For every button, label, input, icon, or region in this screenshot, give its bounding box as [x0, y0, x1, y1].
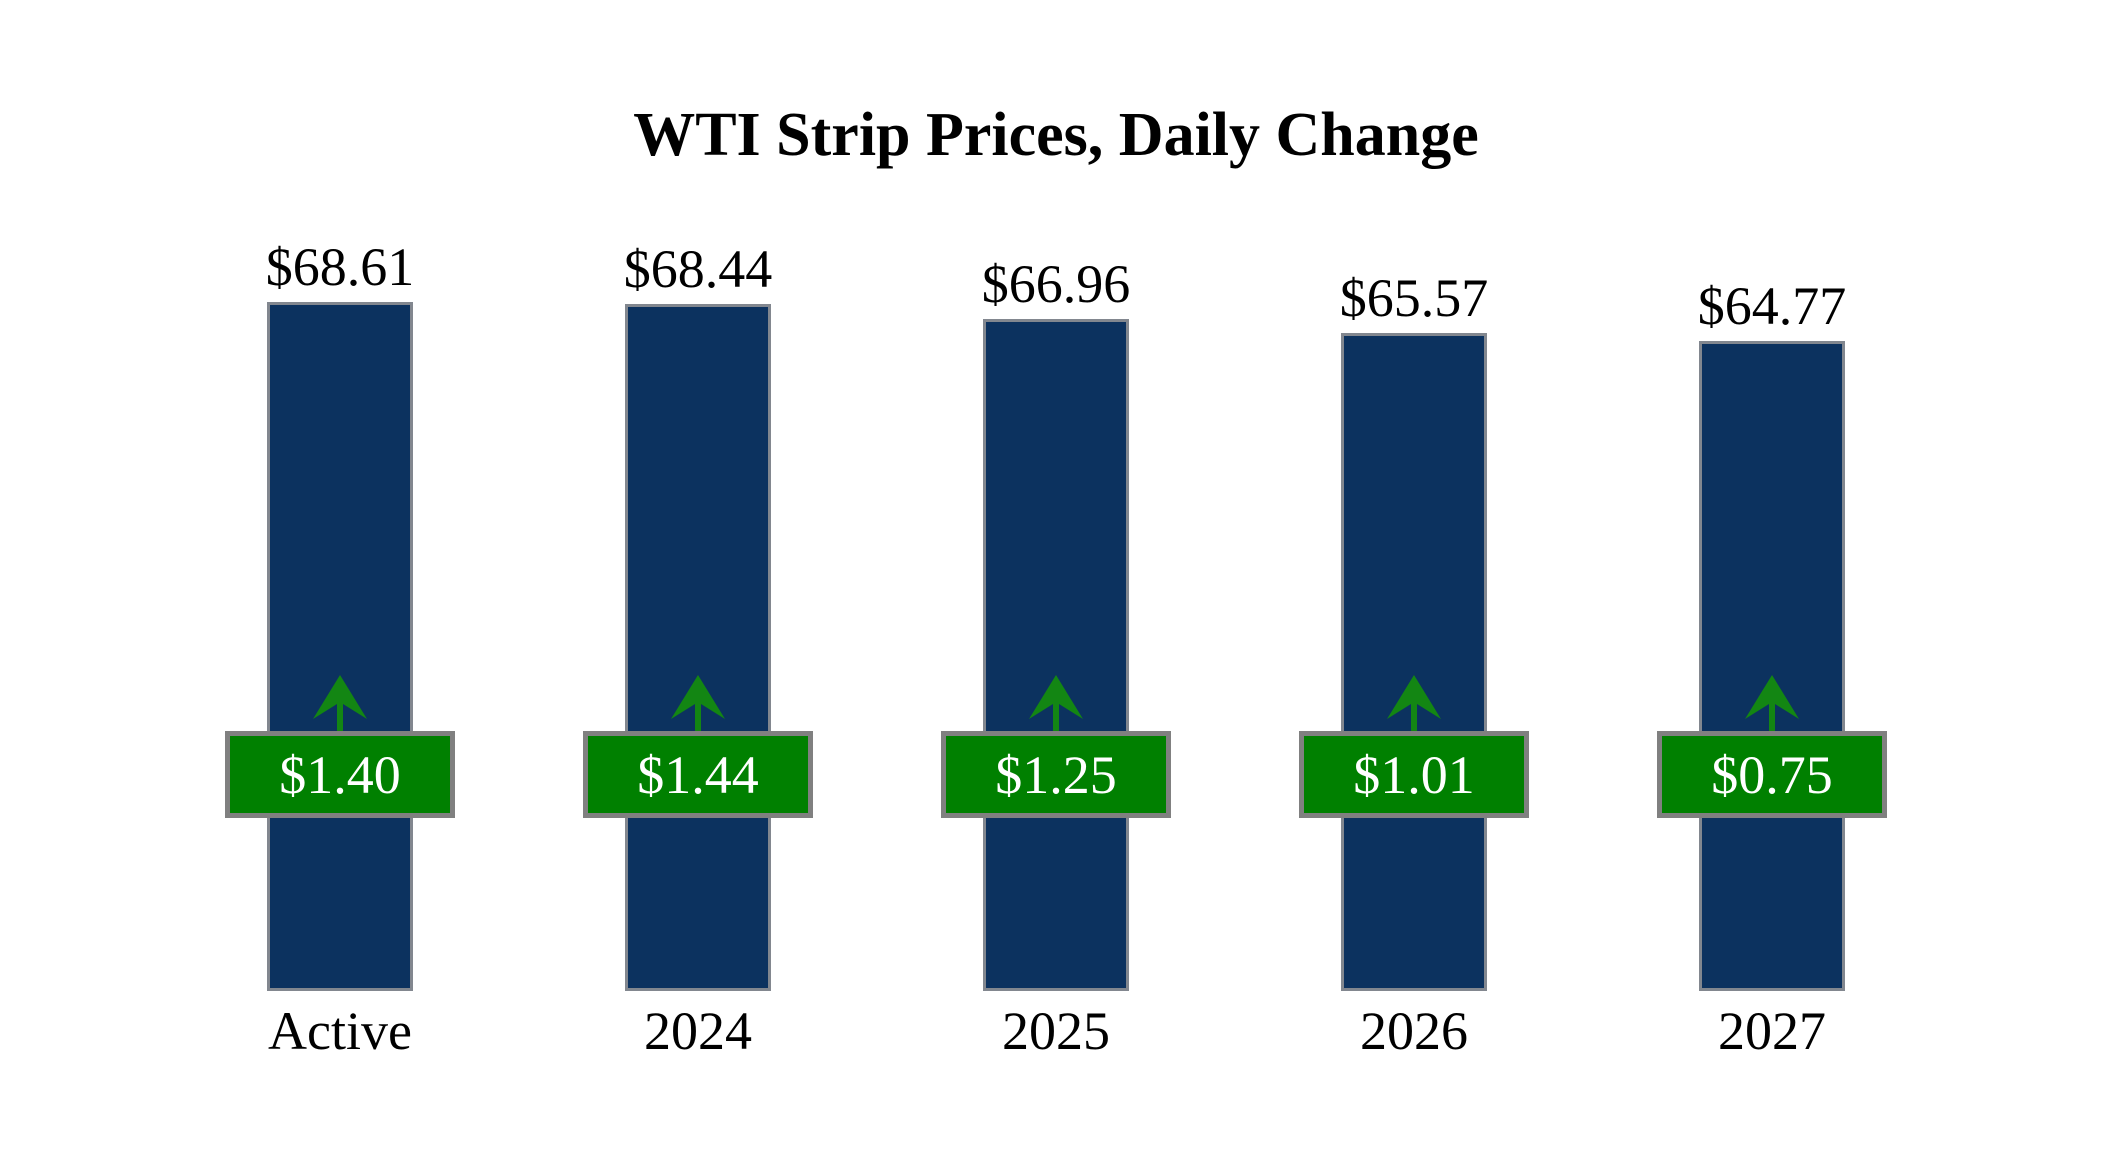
change-badge: $1.01: [1299, 731, 1529, 818]
bar: [625, 304, 771, 991]
up-arrow-icon: [671, 675, 725, 731]
bar-group-2027: $64.77 $0.75 2027: [1593, 0, 1951, 1152]
change-badge: $0.75: [1657, 731, 1887, 818]
change-label: $1.44: [637, 744, 759, 805]
up-arrow-icon: [1387, 675, 1441, 731]
change-label: $1.40: [279, 744, 401, 805]
up-arrow-shape: [1745, 675, 1799, 731]
up-arrow-shape: [671, 675, 725, 731]
category-label: 2027: [1718, 1001, 1826, 1061]
price-label: $68.44: [623, 239, 773, 299]
bar: [1699, 341, 1845, 991]
price-label: $65.57: [1339, 268, 1489, 328]
up-arrow-shape: [313, 675, 367, 731]
bar-group-2025: $66.96 $1.25 2025: [877, 0, 1235, 1152]
up-arrow-shape: [1029, 675, 1083, 731]
change-label: $0.75: [1711, 744, 1833, 805]
bar-group-2026: $65.57 $1.01 2026: [1235, 0, 1593, 1152]
category-label: 2024: [644, 1001, 752, 1061]
bar-group-active: $68.61 $1.40 Active: [161, 0, 519, 1152]
change-badge: $1.25: [941, 731, 1171, 818]
category-label: 2026: [1360, 1001, 1468, 1061]
up-arrow-shape: [1387, 675, 1441, 731]
bar: [267, 302, 413, 991]
up-arrow-icon: [1029, 675, 1083, 731]
bar: [1341, 333, 1487, 991]
category-label: 2025: [1002, 1001, 1110, 1061]
change-badge: $1.44: [583, 731, 813, 818]
up-arrow-icon: [313, 675, 367, 731]
bar-group-2024: $68.44 $1.44 2024: [519, 0, 877, 1152]
chart-title: WTI Strip Prices, Daily Change: [633, 101, 1479, 169]
price-label: $68.61: [265, 237, 415, 297]
bar: [983, 319, 1129, 991]
up-arrow-icon: [1745, 675, 1799, 731]
change-label: $1.01: [1353, 744, 1475, 805]
price-label: $66.96: [981, 254, 1131, 314]
category-label: Active: [268, 1001, 412, 1061]
change-badge: $1.40: [225, 731, 455, 818]
change-label: $1.25: [995, 744, 1117, 805]
price-label: $64.77: [1697, 276, 1847, 336]
